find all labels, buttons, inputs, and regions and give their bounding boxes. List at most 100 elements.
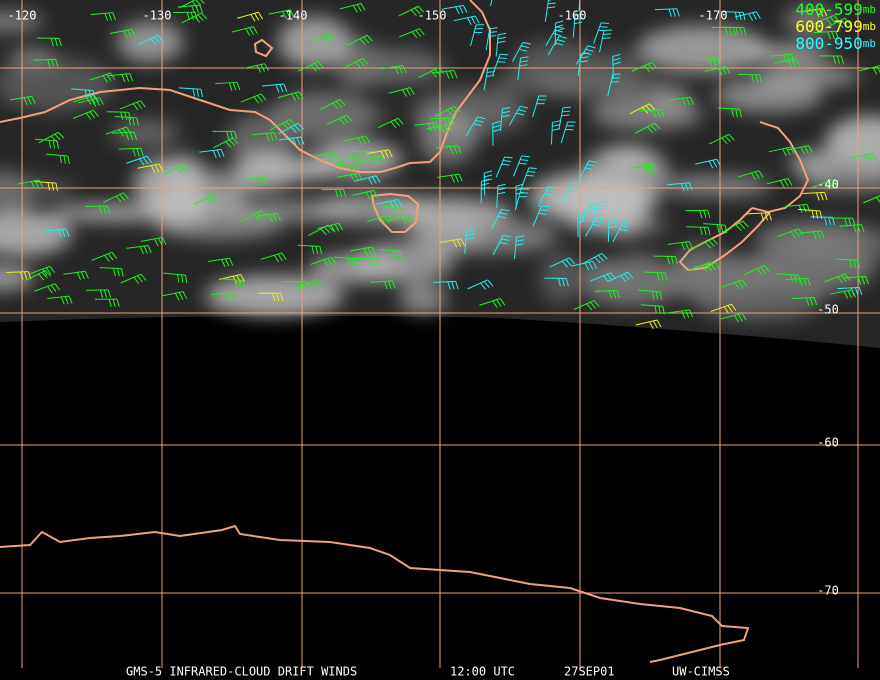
barb-feather [409, 214, 415, 223]
barb-feather [136, 101, 143, 109]
barb-feather [608, 221, 617, 225]
barb-feather [849, 259, 853, 268]
barb-feather [54, 38, 58, 47]
barb-feather [717, 68, 723, 76]
barb-feather [487, 279, 494, 287]
barb-feather [232, 82, 237, 91]
barb-feather [653, 109, 657, 118]
barb-feather [292, 137, 297, 146]
barb-feather [739, 27, 743, 36]
barb-feather [831, 179, 838, 187]
legend-unit: mb [863, 3, 876, 16]
barb-feather [76, 272, 81, 280]
barb-feather [414, 7, 421, 15]
barb-feather [651, 291, 655, 300]
barb-feather [64, 296, 69, 305]
barb-feather [711, 263, 716, 271]
barb-feather [453, 105, 461, 113]
barb-feather [857, 276, 862, 285]
barb-feather [142, 157, 149, 165]
barb-feather [311, 245, 315, 254]
barb-feather [756, 11, 761, 19]
barb-feather [596, 216, 605, 220]
barb-feather [334, 223, 340, 232]
barb-feather [589, 301, 596, 309]
barb-feather [647, 166, 652, 175]
barb-feather [547, 186, 556, 189]
barb-feather [805, 297, 810, 306]
barb-feather [481, 182, 490, 186]
barb-feather [489, 31, 498, 34]
barb-feather [102, 75, 108, 83]
barb-feather [565, 259, 572, 266]
barb-feather [670, 256, 674, 265]
barb-feather [738, 222, 746, 230]
barb-feather [225, 141, 232, 148]
barb-feather [129, 73, 134, 82]
barb-feather [791, 54, 795, 62]
barb-feather [391, 280, 396, 289]
barb-feather [720, 224, 724, 233]
barb-feather [492, 120, 501, 125]
barb-feather [379, 155, 386, 163]
barb-feather [257, 12, 264, 20]
barb-feather [649, 321, 654, 330]
cloud [407, 208, 485, 256]
barb-feather [735, 108, 738, 117]
barb-feather [116, 298, 120, 307]
barb-feather [585, 167, 594, 171]
barb-feather [111, 252, 118, 260]
barb-feather [593, 300, 600, 308]
barb-feather [664, 272, 668, 281]
barb-feather [782, 148, 787, 157]
barb-feather [580, 56, 589, 59]
barb-feather [660, 109, 665, 118]
barb-feather [327, 224, 334, 232]
barb-feather [229, 258, 234, 266]
barb-feather [682, 98, 687, 106]
barb-feather [824, 216, 828, 225]
barb-feather [200, 89, 204, 98]
barb-feather [390, 121, 397, 129]
barb-feather [57, 229, 62, 238]
barb-feather [209, 195, 216, 203]
barb-feather [23, 97, 28, 106]
barb-feather [829, 16, 836, 24]
legend-unit: mb [863, 20, 876, 33]
barb-feather [499, 241, 508, 245]
barb-feather [620, 275, 627, 282]
barb-feather [699, 210, 703, 219]
barb-feather [594, 220, 603, 224]
barb-feather [587, 45, 596, 49]
barb-feather [466, 233, 475, 237]
barb-feather [132, 103, 139, 111]
barb-feather [807, 277, 811, 286]
barb-feather [681, 242, 686, 251]
barb-feather [31, 96, 36, 104]
barb-feather [232, 292, 237, 301]
barb-feather [380, 217, 386, 225]
barb-feather [503, 234, 512, 238]
barb-feather [146, 155, 153, 163]
barb-feather [616, 290, 621, 299]
barb-feather [253, 214, 260, 221]
barb-feather [502, 106, 511, 110]
barb-feather [612, 57, 621, 61]
barb-feather [835, 31, 839, 39]
barb-feather [117, 268, 120, 277]
barb-feather [196, 88, 200, 97]
barb-feather [390, 205, 395, 214]
barb-feather [61, 229, 66, 237]
barb-feather [108, 299, 112, 307]
barb-feather [820, 192, 824, 201]
barb-feather [552, 120, 561, 123]
barb-feather [91, 99, 97, 107]
barb-feather [206, 197, 213, 204]
barb-feather [365, 135, 371, 144]
barb-feather [752, 12, 757, 20]
barb-shaft [179, 0, 196, 9]
barb-feather [473, 123, 482, 127]
barb-feather [294, 92, 300, 100]
barb-feather [724, 225, 728, 234]
barb-feather [561, 278, 565, 287]
